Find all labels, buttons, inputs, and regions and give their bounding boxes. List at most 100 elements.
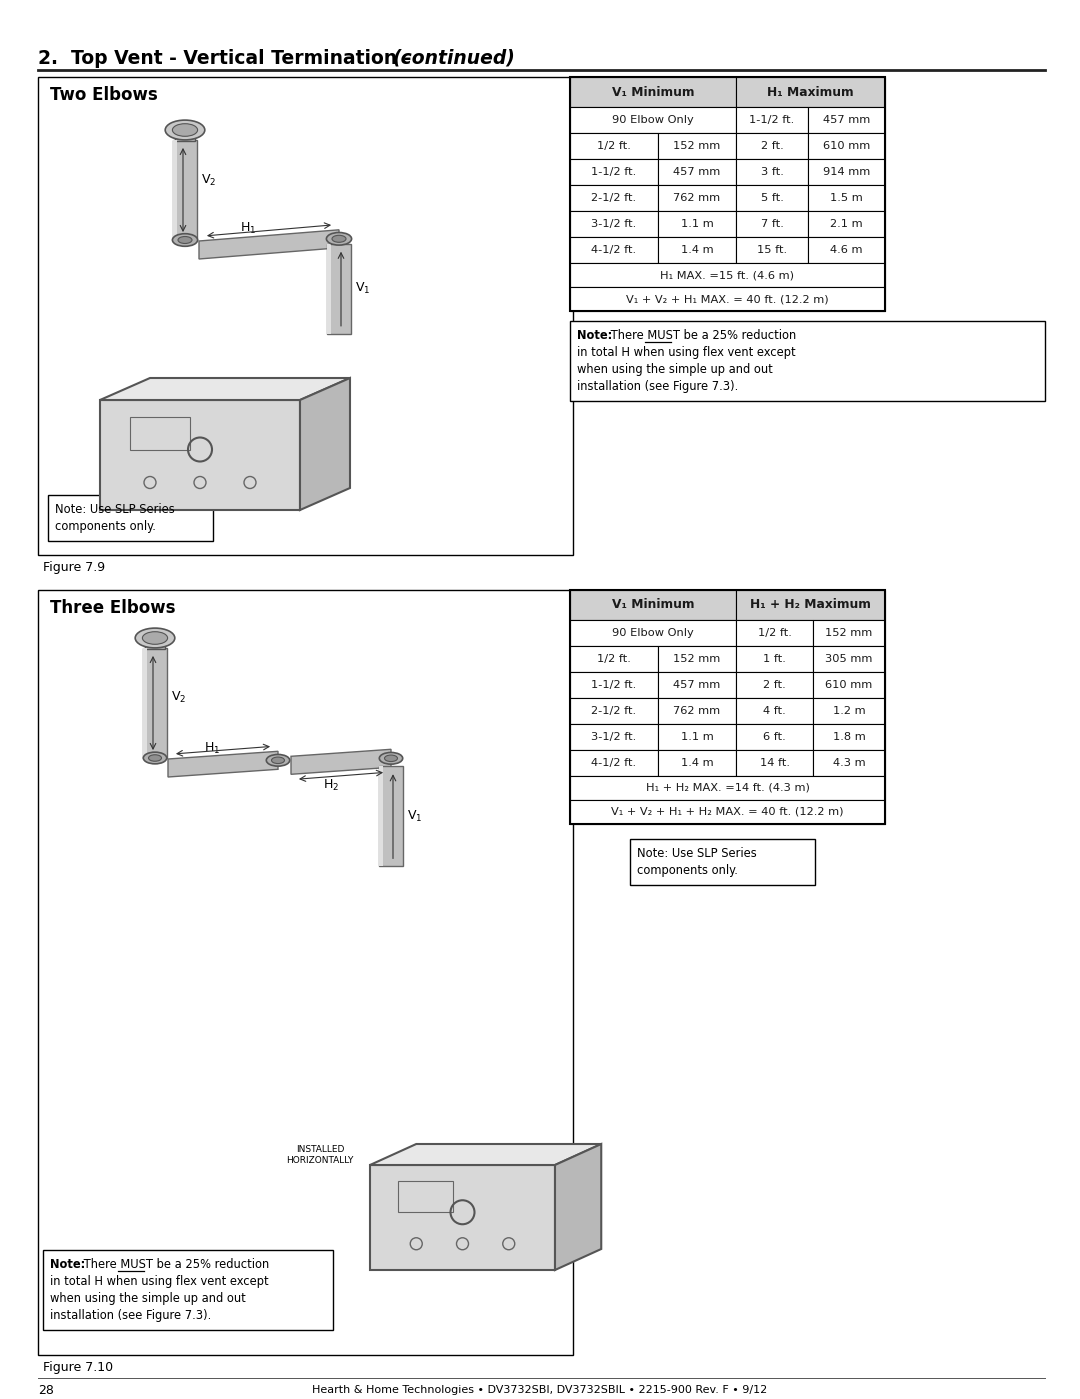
Ellipse shape	[271, 757, 284, 764]
Bar	[735, 77, 885, 106]
Text: components only.: components only.	[637, 865, 738, 877]
Bar	[735, 698, 813, 725]
Text: 152 mm: 152 mm	[673, 141, 720, 151]
Text: 5 ft.: 5 ft.	[760, 193, 783, 203]
Text: 3-1/2 ft.: 3-1/2 ft.	[592, 220, 636, 229]
Bar	[570, 77, 735, 106]
Text: 762 mm: 762 mm	[674, 193, 720, 203]
Bar	[570, 590, 735, 620]
Ellipse shape	[384, 755, 397, 761]
Polygon shape	[370, 1144, 602, 1165]
Text: Note:: Note:	[577, 329, 612, 341]
Text: V$_2$: V$_2$	[201, 172, 216, 187]
Bar	[658, 646, 735, 672]
Text: H₁ Maximum: H₁ Maximum	[767, 85, 854, 98]
Bar	[570, 776, 885, 800]
Bar	[570, 287, 885, 311]
Text: 1.2 m: 1.2 m	[833, 706, 865, 716]
Bar	[813, 725, 885, 750]
Ellipse shape	[326, 232, 352, 245]
Bar	[735, 236, 808, 263]
Text: 1/2 ft.: 1/2 ft.	[757, 628, 792, 638]
Text: 2-1/2 ft.: 2-1/2 ft.	[592, 193, 636, 203]
Polygon shape	[300, 378, 350, 511]
Bar	[570, 800, 885, 824]
Text: when using the simple up and out: when using the simple up and out	[50, 1293, 246, 1305]
Bar	[658, 672, 735, 698]
Text: 1 ft.: 1 ft.	[764, 653, 786, 665]
Bar	[813, 672, 885, 698]
Polygon shape	[199, 229, 339, 259]
Bar	[658, 185, 735, 211]
Bar	[735, 672, 813, 698]
Text: 3 ft.: 3 ft.	[760, 166, 783, 178]
Bar	[735, 185, 808, 211]
Bar	[570, 725, 658, 750]
Ellipse shape	[173, 234, 198, 246]
Bar	[570, 263, 885, 287]
Text: 2.1 m: 2.1 m	[831, 220, 863, 229]
Text: V₁ + V₂ + H₁ MAX. = 40 ft. (12.2 m): V₁ + V₂ + H₁ MAX. = 40 ft. (12.2 m)	[626, 294, 828, 304]
Text: Note: Use SLP Series: Note: Use SLP Series	[637, 846, 757, 860]
Bar	[735, 750, 813, 776]
Text: Three Elbows: Three Elbows	[50, 599, 175, 617]
Bar	[808, 159, 885, 185]
Text: V$_2$: V$_2$	[171, 690, 186, 705]
Text: 7 ft.: 7 ft.	[760, 220, 783, 229]
Text: installation (see Figure 7.3).: installation (see Figure 7.3).	[577, 381, 739, 393]
Text: 90 Elbow Only: 90 Elbow Only	[612, 115, 693, 125]
Text: 1.8 m: 1.8 m	[833, 732, 865, 741]
Bar	[570, 236, 658, 263]
Bar	[173, 140, 197, 241]
Bar	[813, 646, 885, 672]
Text: There MUST be a 25% reduction: There MUST be a 25% reduction	[80, 1258, 269, 1272]
Ellipse shape	[379, 753, 403, 764]
Text: H₁ + H₂ Maximum: H₁ + H₂ Maximum	[751, 599, 870, 611]
Bar	[808, 185, 885, 211]
Text: 4.3 m: 4.3 m	[833, 758, 865, 768]
Bar	[327, 243, 351, 334]
Text: H₁ MAX. =15 ft. (4.6 m): H₁ MAX. =15 ft. (4.6 m)	[661, 270, 795, 280]
Text: 1-1/2 ft.: 1-1/2 ft.	[592, 680, 636, 690]
Ellipse shape	[144, 753, 166, 764]
Text: in total H when using flex vent except: in total H when using flex vent except	[50, 1274, 269, 1288]
Text: 457 mm: 457 mm	[823, 115, 870, 125]
Bar	[658, 236, 735, 263]
Text: 762 mm: 762 mm	[674, 706, 720, 716]
Bar	[570, 698, 658, 725]
Bar	[808, 133, 885, 159]
Text: 1/2 ft.: 1/2 ft.	[597, 141, 631, 151]
Ellipse shape	[143, 632, 167, 645]
Bar	[808, 106, 885, 133]
Bar	[735, 159, 808, 185]
Bar	[379, 767, 403, 866]
Text: 2.  Top Vent - Vertical Termination -: 2. Top Vent - Vertical Termination -	[38, 49, 418, 67]
Text: Note:: Note:	[50, 1258, 85, 1272]
Polygon shape	[291, 750, 391, 774]
Bar	[813, 750, 885, 776]
Text: 457 mm: 457 mm	[673, 166, 720, 178]
Bar	[570, 185, 658, 211]
Bar	[658, 159, 735, 185]
Bar	[658, 725, 735, 750]
Polygon shape	[168, 751, 278, 776]
Text: Figure 7.10: Figure 7.10	[43, 1360, 113, 1374]
Text: 305 mm: 305 mm	[825, 653, 873, 665]
Bar	[735, 590, 885, 620]
Text: 152 mm: 152 mm	[825, 628, 873, 638]
Text: V₁ Minimum: V₁ Minimum	[611, 599, 694, 611]
Text: Two Elbows: Two Elbows	[50, 85, 158, 104]
Text: 1.1 m: 1.1 m	[680, 220, 714, 229]
Text: V$_1$: V$_1$	[355, 281, 370, 297]
Bar	[735, 620, 813, 646]
Bar	[658, 750, 735, 776]
Ellipse shape	[332, 235, 346, 242]
Bar	[175, 130, 194, 141]
Bar	[808, 211, 885, 236]
Text: 457 mm: 457 mm	[673, 680, 720, 690]
Bar	[570, 159, 658, 185]
Text: components only.: components only.	[55, 520, 156, 533]
Text: H$_2$: H$_2$	[323, 778, 339, 793]
Text: 2 ft.: 2 ft.	[764, 680, 786, 690]
Text: 2 ft.: 2 ft.	[760, 141, 783, 151]
